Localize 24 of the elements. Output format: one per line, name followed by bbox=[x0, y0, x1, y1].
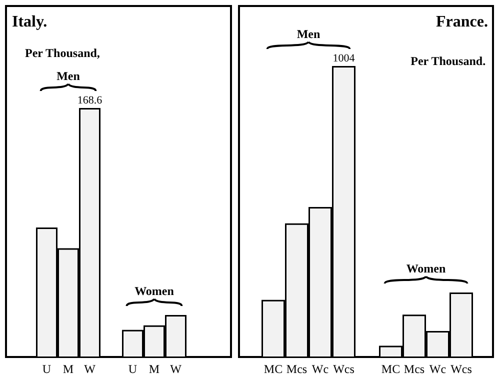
x-tick-label: U bbox=[128, 362, 138, 376]
y-axis-title: Per Thousand, bbox=[25, 46, 100, 60]
series-label: Women bbox=[406, 262, 446, 276]
x-tick-label: Mcs bbox=[286, 362, 308, 376]
x-tick-label: MC bbox=[381, 362, 400, 376]
y-axis-title: Per Thousand. bbox=[410, 54, 486, 68]
x-tick-label: W bbox=[84, 362, 96, 376]
x-tick-label: M bbox=[148, 362, 160, 376]
x-tick-label: Wcs bbox=[333, 362, 355, 376]
text: Men bbox=[296, 27, 320, 41]
data-label: 168.6 bbox=[77, 94, 103, 106]
x-tick-label: U bbox=[42, 362, 52, 376]
series-label: Women bbox=[134, 284, 174, 298]
chart-title: France. bbox=[436, 14, 488, 30]
x-tick-label: Wc bbox=[429, 362, 446, 376]
chart-title: Italy. bbox=[12, 14, 48, 30]
x-tick-label: Wcs bbox=[450, 362, 472, 376]
x-tick-label: Mcs bbox=[404, 362, 425, 376]
x-tick-label: Wc bbox=[312, 362, 329, 376]
x-tick-label: W bbox=[170, 362, 182, 376]
x-tick-label: M bbox=[62, 362, 74, 376]
data-label: 1004 bbox=[332, 52, 356, 64]
x-tick-label: MC bbox=[264, 362, 283, 376]
text: Men bbox=[56, 69, 80, 83]
